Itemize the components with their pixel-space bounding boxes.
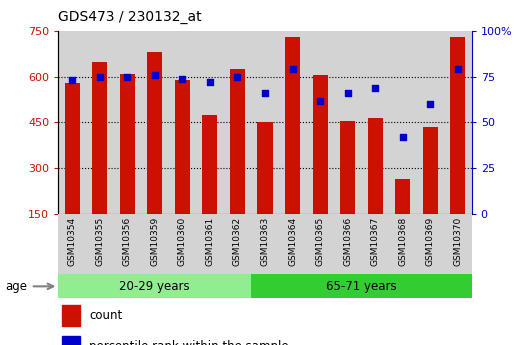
Point	[454, 67, 462, 72]
Point	[399, 134, 407, 140]
Bar	[285, 37, 300, 214]
Point	[178, 76, 187, 81]
Bar	[58, 31, 86, 214]
Text: 65-71 years: 65-71 years	[326, 280, 397, 293]
Point	[68, 78, 76, 83]
Bar	[361, 31, 389, 214]
Bar	[444, 214, 472, 274]
Point	[95, 74, 104, 80]
Bar	[58, 214, 86, 274]
Text: count: count	[89, 309, 122, 322]
Text: GSM10365: GSM10365	[316, 217, 324, 266]
Text: GSM10356: GSM10356	[123, 217, 131, 266]
Bar	[279, 214, 306, 274]
Text: GSM10370: GSM10370	[454, 217, 462, 266]
Bar	[86, 214, 113, 274]
Bar	[65, 83, 80, 214]
Text: GSM10362: GSM10362	[233, 217, 242, 266]
Bar	[86, 31, 113, 214]
Text: GSM10361: GSM10361	[206, 217, 214, 266]
Bar	[306, 31, 334, 214]
Text: GSM10355: GSM10355	[95, 217, 104, 266]
Point	[233, 74, 242, 80]
Bar	[361, 214, 389, 274]
Bar	[279, 31, 306, 214]
Text: GSM10360: GSM10360	[178, 217, 187, 266]
Text: GSM10368: GSM10368	[399, 217, 407, 266]
Text: GDS473 / 230132_at: GDS473 / 230132_at	[58, 10, 202, 24]
Text: GSM10367: GSM10367	[371, 217, 379, 266]
Bar	[147, 52, 162, 214]
Point	[371, 85, 379, 90]
Bar	[224, 31, 251, 214]
Bar	[169, 31, 196, 214]
Bar	[196, 31, 224, 214]
Text: GSM10359: GSM10359	[151, 217, 159, 266]
Bar	[58, 274, 251, 298]
Bar	[258, 122, 272, 214]
Bar	[313, 75, 328, 214]
Text: GSM10354: GSM10354	[68, 217, 76, 266]
Bar	[175, 80, 190, 214]
Text: percentile rank within the sample: percentile rank within the sample	[89, 341, 289, 345]
Bar	[444, 31, 472, 214]
Bar	[417, 31, 444, 214]
Bar	[202, 115, 217, 214]
Point	[206, 79, 214, 85]
Bar	[230, 69, 245, 214]
Point	[261, 90, 269, 96]
Bar	[113, 31, 141, 214]
Point	[316, 98, 324, 103]
Bar	[340, 121, 355, 214]
Bar	[395, 179, 410, 214]
Bar	[141, 214, 169, 274]
Bar	[334, 31, 361, 214]
Text: age: age	[5, 280, 28, 293]
Bar	[62, 336, 80, 345]
Bar	[389, 31, 417, 214]
Point	[343, 90, 352, 96]
Text: GSM10369: GSM10369	[426, 217, 435, 266]
Bar	[334, 214, 361, 274]
Bar	[169, 214, 196, 274]
Point	[426, 101, 435, 107]
Point	[123, 74, 131, 80]
Bar	[306, 214, 334, 274]
Bar	[251, 274, 472, 298]
Bar	[417, 214, 444, 274]
Text: GSM10363: GSM10363	[261, 217, 269, 266]
Bar	[251, 214, 279, 274]
Bar	[423, 127, 438, 214]
Text: 20-29 years: 20-29 years	[119, 280, 190, 293]
Bar	[92, 61, 107, 214]
Bar	[368, 118, 383, 214]
Bar	[389, 214, 417, 274]
Bar	[120, 74, 135, 214]
Bar	[224, 214, 251, 274]
Text: GSM10366: GSM10366	[343, 217, 352, 266]
Bar	[450, 37, 465, 214]
Bar	[141, 31, 169, 214]
Bar	[251, 31, 279, 214]
Point	[288, 67, 297, 72]
Text: GSM10364: GSM10364	[288, 217, 297, 266]
Point	[151, 72, 159, 78]
Bar	[196, 214, 224, 274]
Bar	[113, 214, 141, 274]
Bar	[62, 305, 80, 326]
